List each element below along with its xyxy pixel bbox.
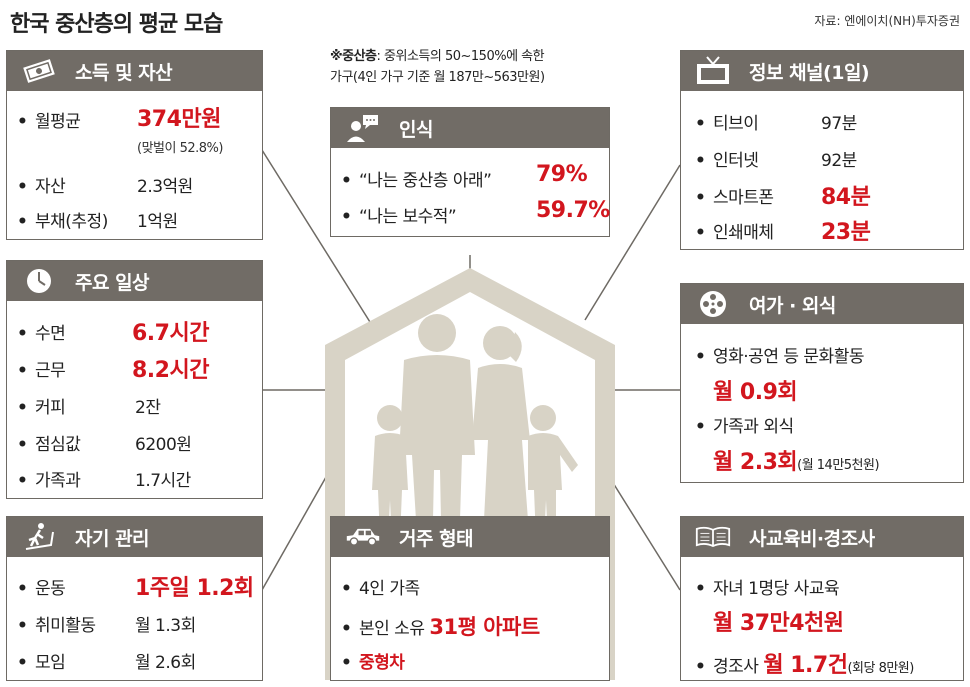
education-tutoring-value: 월 37만4천원 bbox=[713, 611, 844, 636]
income-monthly-value: 374만원 bbox=[137, 107, 221, 132]
leisure-card: 여가 · 외식 • 영화·공연 등 문화활동 월 0.9회 • 가족과 외식 월 2… bbox=[680, 283, 964, 483]
daily-title: 주요 일상 bbox=[75, 271, 150, 294]
income-monthly-label: • 월평균 bbox=[17, 112, 81, 132]
info-channel-item-label: • 티브이 bbox=[695, 114, 759, 134]
daily-item-label: • 가족과 bbox=[17, 471, 81, 491]
education-card: 사교육비·경조사 • 자녀 1명당 사교육 월 37만4천원 • 경조사 월 1.7… bbox=[680, 516, 964, 681]
self-care-item-value: 월 2.6회 bbox=[135, 653, 196, 673]
money-icon bbox=[21, 55, 57, 87]
daily-item-label: • 커피 bbox=[17, 398, 66, 418]
leisure-header: 여가 · 외식 bbox=[681, 284, 963, 324]
leisure-dining-value-line: 월 2.3회(월 14만5천원) bbox=[713, 444, 880, 476]
daily-item-value: 8.2시간 bbox=[132, 358, 209, 383]
info-channel-item-label: • 인쇄매체 bbox=[695, 223, 774, 243]
perception-title: 인식 bbox=[399, 118, 433, 141]
income-debt-value: 1억원 bbox=[137, 212, 178, 232]
speech-person-icon bbox=[345, 112, 381, 144]
perception-item-value: 59.7% bbox=[536, 198, 610, 223]
daily-item-label: • 수면 bbox=[17, 324, 66, 344]
daily-item-label: • 근무 bbox=[17, 361, 66, 381]
source-credit: 자료: 엔에이치(NH)투자증권 bbox=[814, 14, 960, 28]
perception-header: 인식 bbox=[331, 108, 609, 148]
leisure-culture-value: 월 0.9회 bbox=[713, 380, 798, 405]
middle-class-definition: ※중산층: 중위소득의 50~150%에 속한 가구(4인 가구 기준 월 18… bbox=[330, 46, 545, 88]
income-assets-label: • 자산 bbox=[17, 177, 66, 197]
clock-icon bbox=[21, 265, 57, 297]
housing-title: 거주 형태 bbox=[399, 527, 474, 550]
housing-card: 거주 형태 • 4인 가족 • 본인 소유 31평 아파트 • 중형차 bbox=[330, 516, 610, 681]
perception-card: 인식 • “나는 중산층 아래” 79% • “나는 보수적” 59.7% bbox=[330, 107, 610, 237]
leisure-title: 여가 · 외식 bbox=[749, 294, 836, 317]
connector-lines bbox=[261, 149, 681, 591]
info-channel-item-value: 23분 bbox=[821, 220, 871, 245]
education-tutoring-label: • 자녀 1명당 사교육 bbox=[695, 579, 840, 599]
self-care-item-label: • 취미활동 bbox=[17, 616, 96, 636]
income-assets-value: 2.3억원 bbox=[137, 177, 193, 197]
note-line2: 가구(4인 가구 기준 월 187만~563만원) bbox=[330, 70, 545, 85]
daily-card: 주요 일상 • 수면 6.7시간 • 근무 8.2시간 • 커피 2잔 • 점심값 62… bbox=[6, 260, 263, 499]
income-debt-label: • 부채(추정) bbox=[17, 212, 108, 232]
book-icon bbox=[695, 521, 731, 553]
self-care-header: 자기 관리 bbox=[7, 517, 262, 557]
daily-header: 주요 일상 bbox=[7, 261, 262, 301]
daily-item-value: 1.7시간 bbox=[135, 471, 191, 491]
info-channel-item-value: 97분 bbox=[821, 114, 857, 134]
income-title: 소득 및 자산 bbox=[75, 61, 173, 84]
info-channel-item-value: 84분 bbox=[821, 185, 871, 210]
perception-item-value: 79% bbox=[536, 162, 588, 187]
housing-header: 거주 형태 bbox=[331, 517, 609, 557]
education-events-note: (회당 8만원) bbox=[847, 661, 914, 676]
housing-apartment: • 본인 소유 31평 아파트 bbox=[341, 615, 540, 639]
leisure-culture-label: • 영화·공연 등 문화활동 bbox=[695, 347, 864, 367]
daily-item-value: 6200원 bbox=[135, 435, 192, 455]
income-header: 소득 및 자산 bbox=[7, 51, 262, 91]
education-title: 사교육비·경조사 bbox=[749, 527, 875, 550]
income-monthly-note: (맞벌이 52.8%) bbox=[137, 141, 223, 156]
self-care-item-value: 월 1.3회 bbox=[135, 616, 196, 636]
self-care-title: 자기 관리 bbox=[75, 527, 150, 550]
housing-family: • 4인 가족 bbox=[341, 579, 420, 599]
leisure-dining-label: • 가족과 외식 bbox=[695, 417, 794, 437]
info-channel-card: 정보 채널(1일) • 티브이 97분 • 인터넷 92분 • 스마트폰 84분 • 인… bbox=[680, 50, 964, 250]
info-channel-item-label: • 스마트폰 bbox=[695, 188, 774, 208]
treadmill-icon bbox=[21, 521, 57, 553]
education-header: 사교육비·경조사 bbox=[681, 517, 963, 557]
leisure-dining-value: 월 2.3회 bbox=[713, 450, 798, 475]
film-reel-icon bbox=[695, 288, 731, 320]
page-title: 한국 중산층의 평균 모습 bbox=[10, 12, 223, 37]
leisure-dining-note: (월 14만5천원) bbox=[797, 458, 880, 473]
education-events-line: • 경조사 월 1.7건(회당 8만원) bbox=[695, 653, 914, 678]
perception-item-label: • “나는 중산층 아래” bbox=[341, 171, 492, 191]
education-events-label: 경조사 bbox=[713, 657, 759, 677]
housing-car: • 중형차 bbox=[341, 653, 405, 673]
daily-item-label: • 점심값 bbox=[17, 435, 81, 455]
self-care-item-value: 1주일 1.2회 bbox=[135, 576, 254, 601]
housing-apartment-value: 31평 아파트 bbox=[429, 615, 540, 639]
info-channel-item-label: • 인터넷 bbox=[695, 151, 759, 171]
self-care-item-label: • 운동 bbox=[17, 579, 66, 599]
tv-icon bbox=[695, 55, 731, 87]
info-channel-title: 정보 채널(1일) bbox=[749, 61, 870, 84]
daily-item-value: 6.7시간 bbox=[132, 321, 209, 346]
income-card: 소득 및 자산 • 월평균 374만원 (맞벌이 52.8%) • 자산 2.3억원… bbox=[6, 50, 263, 240]
car-icon bbox=[345, 521, 381, 553]
info-channel-header: 정보 채널(1일) bbox=[681, 51, 963, 91]
note-label: ※중산층 bbox=[330, 49, 377, 64]
self-care-item-label: • 모임 bbox=[17, 653, 66, 673]
note-line1: : 중위소득의 50~150%에 속한 bbox=[376, 49, 545, 64]
daily-item-value: 2잔 bbox=[135, 398, 161, 418]
self-care-card: 자기 관리 • 운동 1주일 1.2회 • 취미활동 월 1.3회 • 모임 월 2.… bbox=[6, 516, 263, 681]
perception-item-label: • “나는 보수적” bbox=[341, 207, 457, 227]
education-events-value: 월 1.7건 bbox=[763, 653, 848, 678]
info-channel-item-value: 92분 bbox=[821, 151, 857, 171]
